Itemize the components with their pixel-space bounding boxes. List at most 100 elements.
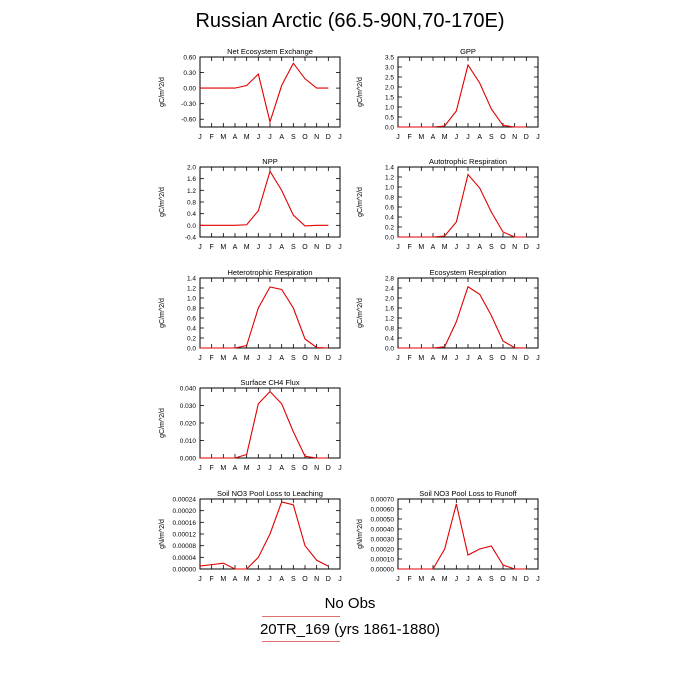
x-tick-label: J xyxy=(455,244,459,251)
x-tick-label: J xyxy=(466,244,470,251)
series-line xyxy=(398,173,527,238)
x-tick-label: J xyxy=(536,355,540,362)
y-tick-label: 0.8 xyxy=(385,326,394,333)
figure-title: Russian Arctic (66.5-90N,70-170E) xyxy=(195,10,505,32)
panel-title: Soil NO3 Pool Loss to Runoff xyxy=(419,489,517,498)
y-tick-label: 0.4 xyxy=(187,326,196,333)
x-tick-label: S xyxy=(291,465,296,472)
x-tick-label: S xyxy=(489,576,494,583)
y-tick-label: 0.00030 xyxy=(371,537,395,544)
x-tick-label: A xyxy=(233,134,238,141)
x-tick-label: S xyxy=(291,576,296,583)
x-tick-label: M xyxy=(244,355,250,362)
x-tick-label: A xyxy=(477,355,482,362)
y-tick-label: 0.30 xyxy=(183,70,196,77)
y-tick-label: 0.00050 xyxy=(371,517,395,524)
y-tick-label: 0.00020 xyxy=(173,508,197,515)
x-tick-label: J xyxy=(338,244,342,251)
x-tick-label: J xyxy=(396,576,400,583)
plot-frame xyxy=(397,277,539,349)
x-tick-label: M xyxy=(442,134,448,141)
x-tick-label: M xyxy=(220,355,226,362)
x-tick-label: J xyxy=(455,355,459,362)
plot-frame xyxy=(199,166,341,238)
y-tick-label: 0.6 xyxy=(385,205,394,212)
series-line xyxy=(200,62,329,124)
y-tick-label: 1.5 xyxy=(385,95,394,102)
x-tick-label: D xyxy=(326,244,331,251)
x-tick-label: F xyxy=(210,134,214,141)
y-tick-label: 0.60 xyxy=(183,55,196,62)
x-tick-label: N xyxy=(512,576,517,583)
x-tick-label: D xyxy=(326,355,331,362)
x-tick-label: F xyxy=(210,355,214,362)
x-tick-label: M xyxy=(418,134,424,141)
x-tick-label: F xyxy=(408,576,412,583)
y-tick-label: 0.0 xyxy=(385,346,394,353)
x-tick-label: O xyxy=(302,355,308,362)
legend-obs-rule xyxy=(262,616,340,617)
x-tick-label: N xyxy=(314,134,319,141)
y-tick-label: 0.00040 xyxy=(371,527,395,534)
x-tick-label: J xyxy=(338,576,342,583)
x-tick-label: J xyxy=(268,465,272,472)
y-tick-label: 2.4 xyxy=(385,286,394,293)
x-tick-label: A xyxy=(477,576,482,583)
x-tick-label: A xyxy=(477,244,482,251)
x-tick-label: N xyxy=(314,465,319,472)
x-tick-label: J xyxy=(338,355,342,362)
panel-title: Autotrophic Respiration xyxy=(429,157,507,166)
x-tick-label: M xyxy=(442,244,448,251)
x-tick-label: M xyxy=(244,576,250,583)
x-tick-label: M xyxy=(418,576,424,583)
y-tick-label: 0.5 xyxy=(385,115,394,122)
x-tick-label: J xyxy=(466,576,470,583)
x-tick-label: A xyxy=(279,134,284,141)
series-line xyxy=(199,501,329,570)
x-tick-label: M xyxy=(244,134,250,141)
x-tick-label: O xyxy=(500,134,506,141)
panel-soil-no3-pool-loss-to-runoff: Soil NO3 Pool Loss to Runoff gN/m^2/d J F M A… xyxy=(357,489,540,583)
x-tick-label: J xyxy=(257,576,261,583)
plot-frame xyxy=(199,56,341,128)
y-axis-label: gC/m^2/d xyxy=(159,298,166,328)
x-tick-label: F xyxy=(210,576,214,583)
x-tick-label: M xyxy=(220,465,226,472)
y-tick-label: 3.0 xyxy=(385,65,394,72)
y-tick-label: 0.4 xyxy=(385,336,394,343)
x-tick-label: S xyxy=(291,134,296,141)
y-tick-label: 2.8 xyxy=(385,276,394,283)
y-tick-label: 0.00008 xyxy=(173,543,197,550)
x-tick-label: D xyxy=(524,134,529,141)
x-tick-label: M xyxy=(220,576,226,583)
x-tick-label: O xyxy=(500,355,506,362)
y-tick-label: 1.0 xyxy=(385,105,394,112)
y-tick-label: 2.0 xyxy=(385,296,394,303)
y-tick-label: 0.00000 xyxy=(371,567,395,574)
y-tick-label: 1.6 xyxy=(187,176,196,183)
y-axis-label: gN/m^2/d xyxy=(357,519,364,549)
x-tick-label: S xyxy=(291,244,296,251)
x-tick-label: J xyxy=(268,134,272,141)
legend-model-rule xyxy=(262,641,340,642)
x-tick-label: J xyxy=(396,244,400,251)
x-tick-label: D xyxy=(326,465,331,472)
x-tick-label: N xyxy=(314,355,319,362)
series-line xyxy=(398,63,527,128)
x-tick-label: F xyxy=(210,244,214,251)
x-tick-label: A xyxy=(279,576,284,583)
x-tick-label: N xyxy=(512,355,517,362)
series-line xyxy=(398,285,527,349)
y-tick-label: 1.6 xyxy=(385,306,394,313)
x-tick-label: F xyxy=(408,355,412,362)
x-tick-label: J xyxy=(338,134,342,141)
x-tick-label: F xyxy=(408,134,412,141)
x-tick-label: S xyxy=(489,244,494,251)
y-axis-label: gC/m^2/d xyxy=(357,77,364,107)
x-tick-label: J xyxy=(338,465,342,472)
x-tick-label: F xyxy=(210,465,214,472)
x-tick-label: A xyxy=(431,244,436,251)
